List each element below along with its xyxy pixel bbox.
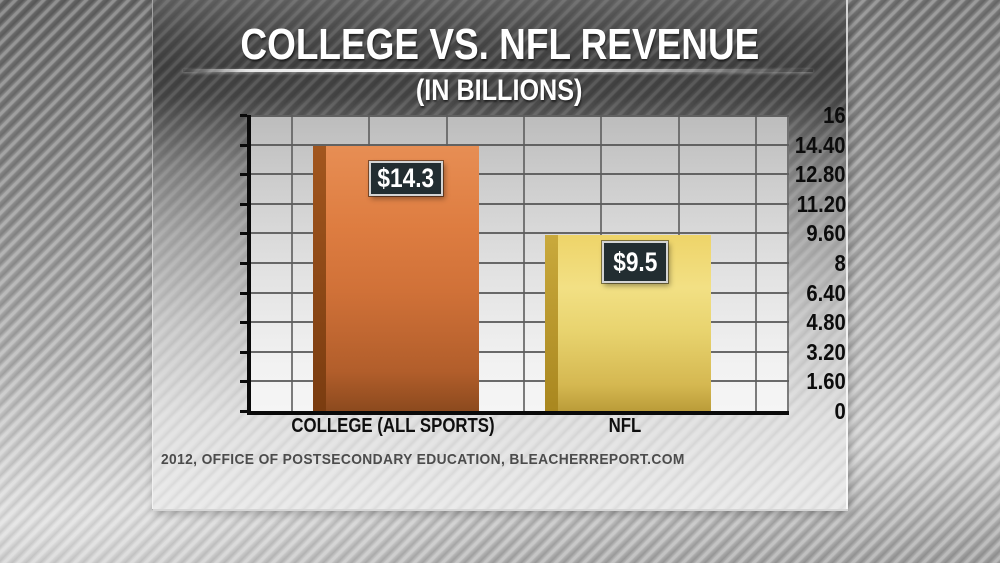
value-label-text: $9.5 xyxy=(612,246,658,277)
y-axis-tick-label-text: 12.80 xyxy=(795,161,846,188)
y-axis-tick xyxy=(240,321,247,325)
y-axis-tick xyxy=(240,114,247,117)
h-gridline xyxy=(251,232,789,235)
y-axis-tick-label-text: 3.20 xyxy=(806,338,846,365)
source-attribution: 2012, OFFICE OF POSTSECONDARY EDUCATION,… xyxy=(161,451,730,468)
bar-side-face xyxy=(545,235,558,411)
v-gridline xyxy=(754,115,757,411)
y-axis-tick-label-text: 1.60 xyxy=(806,368,846,395)
source-attribution-text: 2012, OFFICE OF POSTSECONDARY EDUCATION,… xyxy=(161,451,685,468)
y-axis-tick-label: 3.20 xyxy=(760,338,846,365)
h-gridline xyxy=(251,262,789,264)
v-gridline xyxy=(787,115,789,411)
h-gridline xyxy=(251,202,789,205)
y-axis-tick xyxy=(240,202,247,206)
y-axis-tick xyxy=(240,262,247,265)
value-label-text: $14.3 xyxy=(377,163,435,194)
y-axis-tick-label-text: 0 xyxy=(834,398,846,424)
h-gridline xyxy=(251,143,789,146)
chart-title-text: COLLEGE VS. NFL REVENUE xyxy=(240,20,759,69)
y-axis-tick xyxy=(240,232,247,236)
y-axis-tick xyxy=(240,410,247,413)
v-gridline xyxy=(522,115,525,411)
chart-subtitle-text: (IN BILLIONS) xyxy=(416,74,583,107)
v-gridline xyxy=(291,115,293,411)
h-gridline xyxy=(251,380,789,383)
y-axis-tick-label-text: 9.60 xyxy=(806,220,846,247)
h-gridline xyxy=(251,291,789,294)
y-axis-tick-label-text: 14.40 xyxy=(795,131,846,158)
h-gridline xyxy=(251,115,789,117)
value-label-nfl: $9.5 xyxy=(602,241,668,284)
y-axis-tick-label: 8 xyxy=(760,252,846,275)
h-gridline xyxy=(251,173,789,176)
y-axis-tick-label: 12.80 xyxy=(760,163,846,186)
h-gridline xyxy=(251,321,789,324)
y-axis-tick xyxy=(240,291,247,295)
y-axis-tick-label: 1.60 xyxy=(760,370,846,393)
chart-card: COLLEGE VS. NFL REVENUE (IN BILLIONS) $1… xyxy=(152,0,848,511)
x-axis-line xyxy=(247,411,789,415)
y-axis-tick-label-text: 4.80 xyxy=(806,309,846,336)
y-axis-tick xyxy=(240,380,247,384)
y-axis-tick-label: 14.40 xyxy=(760,131,846,158)
y-axis-tick-label: 11.20 xyxy=(760,190,846,217)
category-label-college: COLLEGE (ALL SPORTS) xyxy=(272,416,514,436)
y-axis-tick xyxy=(240,173,247,177)
h-gridline xyxy=(251,350,789,353)
y-axis-tick xyxy=(240,143,247,147)
category-label-nfl: NFL xyxy=(606,416,645,436)
y-axis-tick-label-text: 16 xyxy=(823,102,846,128)
chart-subtitle: (IN BILLIONS) xyxy=(153,75,846,107)
bar-side-face xyxy=(313,146,326,411)
chart-title: COLLEGE VS. NFL REVENUE xyxy=(153,22,846,68)
category-label-text: COLLEGE (ALL SPORTS) xyxy=(291,415,495,437)
y-axis-tick-label-text: 6.40 xyxy=(806,279,846,306)
y-axis-tick xyxy=(240,350,247,354)
y-axis-line xyxy=(247,115,251,415)
title-underline-swoosh xyxy=(183,69,813,72)
value-label-college: $14.3 xyxy=(369,161,443,197)
y-axis-tick-label: 6.40 xyxy=(760,279,846,306)
y-axis-tick-label: 4.80 xyxy=(760,311,846,334)
category-label-text: NFL xyxy=(608,415,642,437)
y-axis-tick-label-text: 8 xyxy=(834,250,846,276)
y-axis-tick-label: 0 xyxy=(760,400,846,423)
plot-area: $14.3 $9.5 xyxy=(251,115,789,411)
y-axis-tick-label: 9.60 xyxy=(760,222,846,245)
y-axis-tick-label: 16 xyxy=(760,104,846,127)
y-axis-tick-label-text: 11.20 xyxy=(796,190,846,217)
